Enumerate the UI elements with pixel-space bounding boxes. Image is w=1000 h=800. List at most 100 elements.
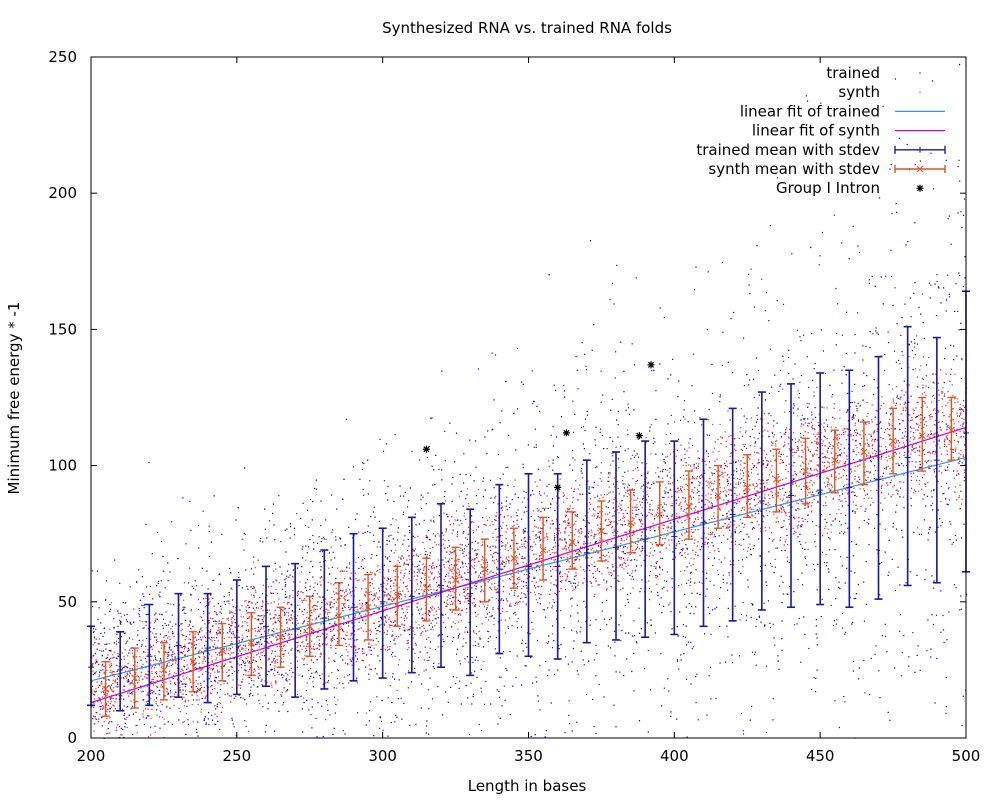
legend-label: linear fit of trained <box>740 102 880 120</box>
mean-marker <box>277 633 284 641</box>
errorbar <box>262 565 270 688</box>
errorbar <box>816 372 825 606</box>
legend-item: Group I Intron <box>776 179 924 197</box>
errorbar <box>553 472 562 660</box>
mean-marker <box>627 519 634 527</box>
x-tick-label: 400 <box>660 747 689 765</box>
x-axis-label: Length in bases <box>468 777 587 795</box>
errorbar <box>116 630 125 712</box>
errorbar <box>859 421 868 486</box>
legend-swatch-marker <box>916 165 924 173</box>
mean-marker <box>481 565 489 573</box>
errorbar <box>480 538 489 603</box>
mean-marker <box>306 622 314 630</box>
errorbar <box>903 325 912 587</box>
legend-item: linear fit of synth <box>752 122 945 140</box>
mean-marker <box>743 484 751 491</box>
errorbar <box>889 407 898 475</box>
mean-marker <box>656 511 664 518</box>
synth-mean-errorbars <box>101 396 956 717</box>
mean-marker <box>102 685 109 693</box>
errorbar <box>407 516 416 674</box>
errorbar <box>159 641 168 701</box>
errorbar <box>626 489 635 554</box>
errorbar <box>495 483 504 655</box>
errorbar <box>101 661 110 717</box>
legend-swatch <box>894 145 946 154</box>
mean-marker <box>364 603 372 611</box>
errorbar <box>874 355 883 600</box>
legend-label: synth mean with stdev <box>708 160 880 178</box>
errorbar <box>612 451 620 641</box>
errorbar <box>305 595 314 657</box>
errorbar <box>947 396 956 461</box>
errorbar <box>466 508 475 677</box>
errorbar <box>232 579 241 696</box>
mean-marker <box>773 475 780 483</box>
mean-marker <box>423 584 430 592</box>
errorbar <box>918 396 927 472</box>
errorbar <box>743 454 752 519</box>
errorbar <box>437 502 445 668</box>
mean-marker <box>948 426 955 434</box>
errorbar <box>203 592 212 704</box>
errorbar <box>378 527 387 679</box>
x-tick-label: 200 <box>77 747 106 765</box>
errorbar <box>670 440 679 636</box>
y-tick-label: 150 <box>48 320 77 338</box>
mean-marker <box>452 576 459 584</box>
errorbar <box>699 418 708 628</box>
y-tick-label: 0 <box>67 729 77 747</box>
mean-marker <box>189 658 197 666</box>
errorbar <box>174 592 183 698</box>
errorbar <box>130 647 139 709</box>
mean-marker <box>598 527 605 535</box>
legend-item: trained mean with stdev <box>696 141 946 159</box>
errorbar <box>276 606 285 668</box>
group-i-intron-point <box>554 483 562 491</box>
errorbar <box>845 369 854 609</box>
x-tick-label: 450 <box>806 747 835 765</box>
mean-marker <box>831 456 839 464</box>
errorbar <box>787 383 795 609</box>
errorbar <box>349 532 358 682</box>
errorbar <box>728 407 737 622</box>
errorbar <box>145 603 154 707</box>
legend-swatch <box>919 91 921 93</box>
legend-swatch <box>916 184 924 192</box>
errorbar <box>364 573 373 641</box>
mean-marker <box>510 554 518 562</box>
errorbar <box>509 527 518 589</box>
x-tick-label: 300 <box>368 747 397 765</box>
mean-marker <box>539 546 547 554</box>
errorbar <box>393 565 402 628</box>
errorbar <box>655 481 664 546</box>
group-i-intron-point <box>562 429 570 437</box>
mean-marker <box>860 448 868 456</box>
errorbar <box>539 516 548 581</box>
errorbar <box>582 459 591 644</box>
errorbar <box>714 464 723 529</box>
axes: 200 250 300 350 400 450 500 0 50 100 150 200 250 <box>48 48 980 765</box>
legend-label: Group I Intron <box>776 179 880 197</box>
errorbar <box>684 470 693 540</box>
errorbar <box>189 631 198 693</box>
legend-label: synth <box>838 83 880 101</box>
errorbar <box>830 429 839 494</box>
legend-item: synth <box>838 83 921 101</box>
mean-marker <box>685 503 693 510</box>
legend-item: trained <box>826 64 921 82</box>
errorbar <box>641 440 650 639</box>
errorbar <box>757 391 766 611</box>
errorbar <box>932 336 941 584</box>
errorbar <box>218 622 227 682</box>
y-tick-label: 100 <box>48 457 77 475</box>
legend-swatch <box>919 72 921 74</box>
group-i-intron-point <box>422 445 430 453</box>
mean-marker <box>248 639 255 647</box>
group-i-intron-points <box>422 361 655 491</box>
errorbar <box>524 472 533 658</box>
errorbar <box>320 549 329 690</box>
mean-marker <box>131 674 139 682</box>
